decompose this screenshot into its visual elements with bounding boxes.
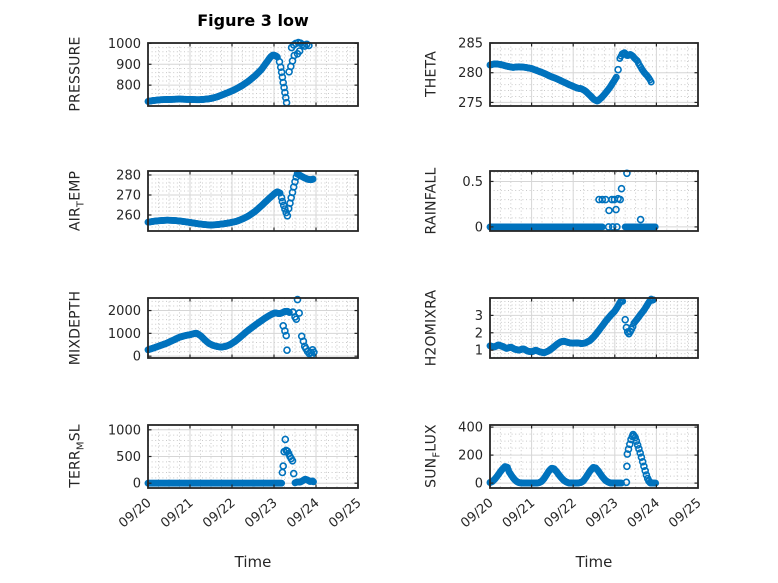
ylabel-rainfall: RAINFALL bbox=[423, 167, 440, 235]
subplot-sun_flux: 0 200 400 09/20 09/21 09/22 09/23 09/24 09/25 bbox=[458, 421, 704, 532]
ytick-label: 3 bbox=[475, 309, 483, 324]
ytick-label: 285 bbox=[458, 37, 483, 52]
subplot-pressure: 800 900 1000 bbox=[108, 37, 359, 107]
xtick-label: 09/24 bbox=[284, 496, 322, 532]
xlabel-time-right: Time bbox=[575, 553, 613, 571]
ytick-label: 900 bbox=[116, 58, 141, 73]
xtick-label: 09/21 bbox=[158, 496, 196, 532]
ylabel-theta: THETA bbox=[423, 51, 440, 97]
subplot-theta: 275 280 285 bbox=[458, 37, 699, 111]
ytick-label: 0 bbox=[475, 477, 483, 492]
xtick-label: 09/23 bbox=[583, 496, 621, 532]
ytick-label: 0 bbox=[133, 350, 141, 365]
ytick-label: 200 bbox=[458, 449, 483, 464]
ytick-label: 800 bbox=[116, 79, 141, 94]
ylabel-h2omixra: H2OMIXRA bbox=[423, 289, 440, 367]
ylabel-mixdepth: MIXDEPTH bbox=[67, 290, 84, 366]
ytick-label: 270 bbox=[116, 189, 141, 204]
ytick-label: 280 bbox=[458, 66, 483, 81]
subplot-terr_msl: 0 500 1000 09/20 09/21 09/22 09/23 09/24 09/25 bbox=[108, 423, 365, 531]
xtick-label: 09/20 bbox=[458, 496, 496, 532]
ytick-label: 0 bbox=[475, 220, 483, 235]
ytick-label: 260 bbox=[116, 209, 141, 224]
ytick-label: 400 bbox=[458, 421, 483, 436]
ytick-label: 1000 bbox=[108, 327, 141, 342]
ytick-label: 0 bbox=[133, 477, 141, 492]
ytick-label: 2 bbox=[475, 326, 483, 341]
xtick-label: 09/23 bbox=[242, 496, 280, 532]
ytick-label: 1 bbox=[475, 344, 483, 359]
subplot-h2omixra: 1 2 3 bbox=[475, 295, 699, 359]
xtick-label: 09/25 bbox=[666, 496, 704, 532]
ytick-label: 0.5 bbox=[462, 175, 483, 190]
xtick-label: 09/25 bbox=[326, 496, 364, 532]
subplot-mixdepth: 0 1000 2000 bbox=[108, 295, 359, 365]
figure-title: Figure 3 low bbox=[197, 11, 309, 30]
ylabel-pressure: PRESSURE bbox=[67, 36, 84, 112]
ytick-label: 1000 bbox=[108, 423, 141, 438]
ytick-label: 500 bbox=[116, 450, 141, 465]
subplot-rainfall: 00.5 bbox=[462, 169, 699, 235]
ytick-label: 275 bbox=[458, 96, 483, 111]
xlabel-time-left: Time bbox=[234, 553, 272, 571]
xtick-label: 09/22 bbox=[200, 496, 238, 532]
xtick-label: 09/24 bbox=[625, 496, 663, 532]
ylabel-sun-flux: SUNFLUX bbox=[423, 424, 443, 488]
ylabel-air-temp: AIRTEMP bbox=[67, 170, 87, 232]
subplot-air_temp: 260 270 280 bbox=[116, 169, 359, 232]
ytick-label: 280 bbox=[116, 169, 141, 184]
xtick-label: 09/22 bbox=[541, 496, 579, 532]
xtick-label: 09/20 bbox=[116, 496, 154, 532]
ytick-label: 2000 bbox=[108, 304, 141, 319]
xtick-label: 09/21 bbox=[500, 496, 538, 532]
ytick-label: 1000 bbox=[108, 37, 141, 52]
ylabel-terr-msl: TERRMSL bbox=[67, 424, 87, 488]
